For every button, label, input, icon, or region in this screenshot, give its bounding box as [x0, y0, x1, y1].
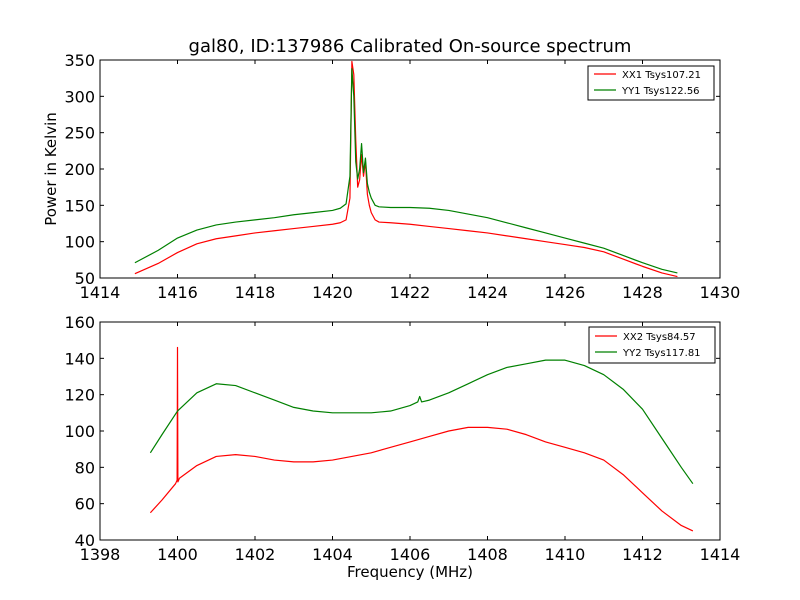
bottom-x-tick-label-4: 1406	[390, 545, 431, 564]
bottom-y-tick-label-4: 120	[64, 386, 95, 405]
top-x-tick-label-0: 1414	[80, 283, 121, 302]
top-y-tick-label-0: 50	[75, 269, 95, 288]
top-x-tick-label-2: 1418	[235, 283, 276, 302]
top-legend: XX1 Tsys107.21 YY1 Tsys122.56	[587, 65, 715, 101]
bottom-y-tick-label-3: 100	[64, 422, 95, 441]
top-y-tick-label-2: 150	[64, 196, 95, 215]
figure-title: gal80, ID:137986 Calibrated On-source sp…	[189, 36, 632, 57]
bottom-series-line-1	[149, 359, 694, 485]
bottom-x-tick-label-8: 1414	[700, 545, 741, 564]
bottom-x-tick-label-2: 1402	[235, 545, 276, 564]
top-y-axis-label: Power in Kelvin	[42, 112, 60, 226]
top-legend-box	[587, 65, 715, 101]
top-series-group	[134, 60, 678, 278]
top-tick-group: 1414 1416 1418 1420 1422 1424 1426 1428 1430 50 10…	[64, 51, 740, 302]
top-y-tick-label-1: 100	[64, 233, 95, 252]
bottom-series-line-0	[149, 346, 694, 532]
top-x-tick-label-5: 1424	[467, 283, 508, 302]
bottom-series-group	[149, 346, 694, 532]
bottom-x-axis-label: Frequency (MHz)	[347, 563, 473, 581]
bottom-x-tick-label-7: 1412	[622, 545, 663, 564]
bottom-x-tick-label-3: 1404	[312, 545, 353, 564]
top-y-tick-label-5: 300	[64, 87, 95, 106]
top-x-tick-label-4: 1422	[390, 283, 431, 302]
top-series-line-1	[134, 68, 678, 274]
bottom-x-tick-label-6: 1410	[545, 545, 586, 564]
bottom-y-tick-label-2: 80	[75, 458, 95, 477]
bottom-tick-group: 1398 1400 1402 1404 1406 1408 1410 1412 1414 40 60…	[64, 313, 740, 564]
top-x-tick-label-1: 1416	[157, 283, 198, 302]
bottom-y-tick-label-5: 140	[64, 349, 95, 368]
bottom-x-tick-label-0: 1398	[80, 545, 121, 564]
bottom-y-tick-label-1: 60	[75, 495, 95, 514]
bottom-y-tick-label-6: 160	[64, 313, 95, 332]
top-x-tick-label-3: 1420	[312, 283, 353, 302]
top-x-tick-label-6: 1426	[545, 283, 586, 302]
bottom-legend-box	[588, 326, 716, 364]
bottom-x-tick-label-5: 1408	[467, 545, 508, 564]
top-y-tick-label-6: 350	[64, 51, 95, 70]
top-y-tick-label-4: 250	[64, 124, 95, 143]
bottom-y-tick-label-0: 40	[75, 531, 95, 550]
bottom-legend-label-0: XX2 Tsys84.57	[623, 332, 696, 343]
top-panel: 1414 1416 1418 1420 1422 1424 1426 1428 1430 50 10…	[42, 51, 740, 302]
top-x-tick-label-8: 1430	[700, 283, 741, 302]
top-legend-label-0: XX1 Tsys107.21	[622, 70, 701, 81]
top-x-tick-label-7: 1428	[622, 283, 663, 302]
bottom-x-tick-label-1: 1400	[157, 545, 198, 564]
top-y-tick-label-3: 200	[64, 160, 95, 179]
bottom-panel: 1398 1400 1402 1404 1406 1408 1410 1412 1414 40 60…	[64, 313, 740, 581]
bottom-legend: XX2 Tsys84.57 YY2 Tsys117.81	[588, 326, 716, 364]
top-legend-label-1: YY1 Tsys122.56	[621, 86, 700, 97]
bottom-legend-label-1: YY2 Tsys117.81	[622, 348, 701, 359]
